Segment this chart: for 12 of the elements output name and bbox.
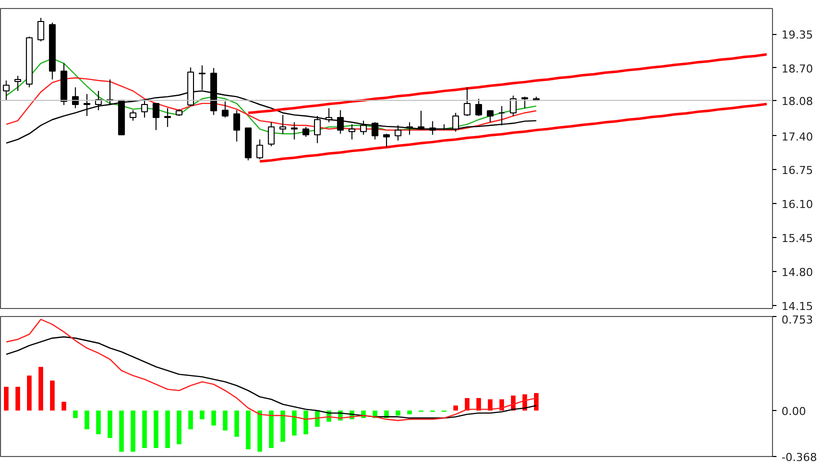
ref-line-label: 18.08 xyxy=(782,94,813,108)
y-tick-label: 0.00 xyxy=(782,405,806,418)
y-tick-label: 16.10 xyxy=(782,198,813,212)
y-tick-label: 15.45 xyxy=(782,232,813,246)
y-tick-label: 16.75 xyxy=(782,164,813,178)
y-tick-label: 14.15 xyxy=(782,300,813,313)
y-tick-label: 18.70 xyxy=(782,62,813,76)
y-tick-label: 14.80 xyxy=(782,266,813,279)
y-tick-label: 19.35 xyxy=(782,28,813,42)
y-tick-label: -0.368 xyxy=(782,451,817,464)
y-tick-label: 0.753 xyxy=(782,314,813,326)
y-tick-label: 17.40 xyxy=(782,130,813,144)
